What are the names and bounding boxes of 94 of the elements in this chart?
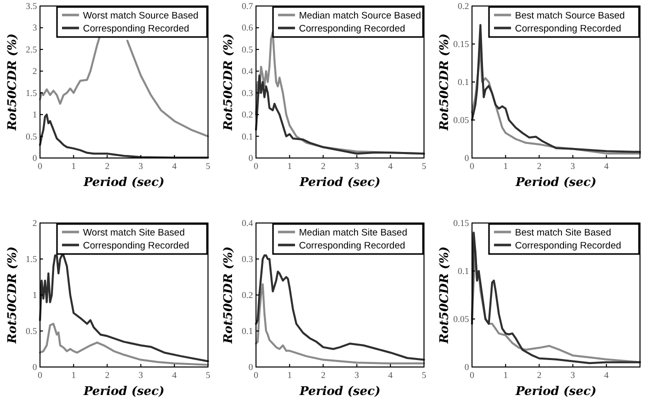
legend-label: Median match Site Based (299, 228, 408, 238)
y-axis-title: Rot50CDR (%) (221, 33, 235, 132)
y-tick-label: 0.1 (458, 266, 469, 276)
x-tick-label: 1 (287, 370, 292, 380)
x-tick-label: 3 (138, 370, 144, 380)
y-tick-label: 0.05 (453, 115, 470, 125)
x-tick-label: 4 (388, 370, 394, 380)
y-tick-label: 0.1 (458, 77, 469, 87)
y-tick-label: 0.2 (458, 1, 469, 11)
y-axis-title: Rot50CDR (%) (437, 246, 451, 345)
y-tick-label: 0.15 (453, 218, 470, 228)
y-tick-label: 0 (464, 362, 470, 372)
x-tick-label: 1 (71, 161, 76, 171)
y-tick-label: 2.5 (26, 44, 38, 54)
x-tick-label: 1 (71, 370, 76, 380)
y-axis-title: Rot50CDR (%) (5, 33, 19, 132)
x-axis-title: Period (sec) (82, 384, 164, 398)
x-tick-label: 4 (604, 161, 610, 171)
y-tick-label: 2 (32, 66, 37, 76)
legend-label: Worst match Site Based (83, 228, 185, 238)
x-tick-label: 2 (320, 370, 326, 380)
x-tick-label: 4 (388, 161, 394, 171)
line-series (255, 254, 425, 361)
x-tick-label: 1 (287, 161, 292, 171)
y-tick-label: 0.6 (242, 22, 254, 33)
x-axis-title: Period (sec) (298, 175, 380, 189)
y-tick-label: 0 (32, 153, 38, 163)
legend-label: Corresponding Recorded (83, 24, 190, 34)
y-tick-label: 0.7 (242, 1, 254, 11)
y-tick-label: 3 (32, 22, 38, 33)
x-tick-label: 1 (503, 370, 508, 380)
x-tick-label: 3 (570, 370, 576, 380)
y-axis-title: Rot50CDR (%) (5, 246, 19, 345)
y-tick-label: 1 (32, 290, 37, 300)
x-tick-label: 3 (138, 161, 144, 171)
x-tick-label: 3 (354, 370, 360, 380)
y-tick-label: 0 (32, 362, 38, 372)
legend-label: Corresponding Recorded (299, 240, 406, 252)
y-tick-label: 0.05 (453, 314, 470, 324)
legend-label: Corresponding Recorded (515, 240, 622, 252)
legend-label: Best match Site Based (515, 228, 612, 238)
line-series (39, 114, 209, 159)
y-tick-label: 1.5 (26, 254, 38, 264)
y-tick-label: 0.5 (26, 131, 38, 142)
x-tick-label: 5 (422, 370, 427, 380)
x-tick-label: 5 (422, 161, 427, 171)
x-tick-label: 5 (206, 161, 211, 171)
y-axis-title: Rot50CDR (%) (221, 246, 235, 345)
y-tick-label: 0.15 (453, 39, 470, 49)
y-tick-label: 1 (32, 110, 37, 120)
y-axis-title: Rot50CDR (%) (437, 33, 451, 132)
y-tick-label: 0.4 (242, 218, 254, 228)
legend-label: Worst match Source Based (83, 10, 198, 22)
y-tick-label: 0.1 (242, 131, 253, 142)
x-axis-title: Period (sec) (514, 175, 596, 189)
x-tick-label: 1 (503, 161, 508, 171)
x-tick-label: 4 (172, 370, 178, 380)
line-series (255, 74, 425, 155)
x-tick-label: 4 (604, 370, 610, 380)
y-tick-label: 1.5 (26, 88, 38, 98)
y-tick-label: 0 (464, 153, 470, 163)
y-tick-label: 0.2 (242, 110, 253, 120)
legend-label: Corresponding Recorded (515, 24, 622, 34)
x-axis-title: Period (sec) (82, 175, 164, 189)
x-tick-label: 2 (104, 161, 110, 171)
line-series (39, 254, 209, 362)
x-tick-label: 2 (320, 161, 326, 171)
y-tick-label: 0.2 (242, 290, 253, 300)
y-tick-label: 0.3 (242, 88, 254, 98)
line-series (39, 322, 209, 366)
x-tick-label: 2 (536, 161, 542, 171)
x-axis-title: Period (sec) (514, 384, 596, 398)
legend-label: Corresponding Recorded (299, 24, 406, 34)
x-tick-label: 3 (570, 161, 576, 171)
x-tick-label: 4 (172, 161, 178, 171)
y-tick-label: 0.3 (242, 254, 254, 264)
line-series (471, 24, 641, 153)
x-tick-label: 2 (104, 370, 110, 380)
y-tick-label: 0.4 (242, 66, 254, 76)
x-tick-label: 5 (206, 370, 211, 380)
legend-label: Median match Source Based (299, 10, 421, 22)
x-tick-label: 3 (354, 161, 360, 171)
y-tick-label: 0 (248, 362, 254, 372)
x-axis-title: Period (sec) (298, 384, 380, 398)
line-series (255, 283, 425, 364)
legend-label: Best match Source Based (515, 10, 625, 22)
x-tick-label: 2 (536, 370, 542, 380)
y-tick-label: 0.1 (242, 326, 253, 336)
y-tick-label: 0.5 (26, 326, 38, 336)
legend-label: Corresponding Recorded (83, 240, 190, 252)
y-tick-label: 0 (248, 153, 254, 163)
y-tick-label: 2 (32, 218, 37, 228)
y-tick-label: 3.5 (26, 1, 38, 11)
y-tick-label: 0.5 (242, 44, 254, 54)
